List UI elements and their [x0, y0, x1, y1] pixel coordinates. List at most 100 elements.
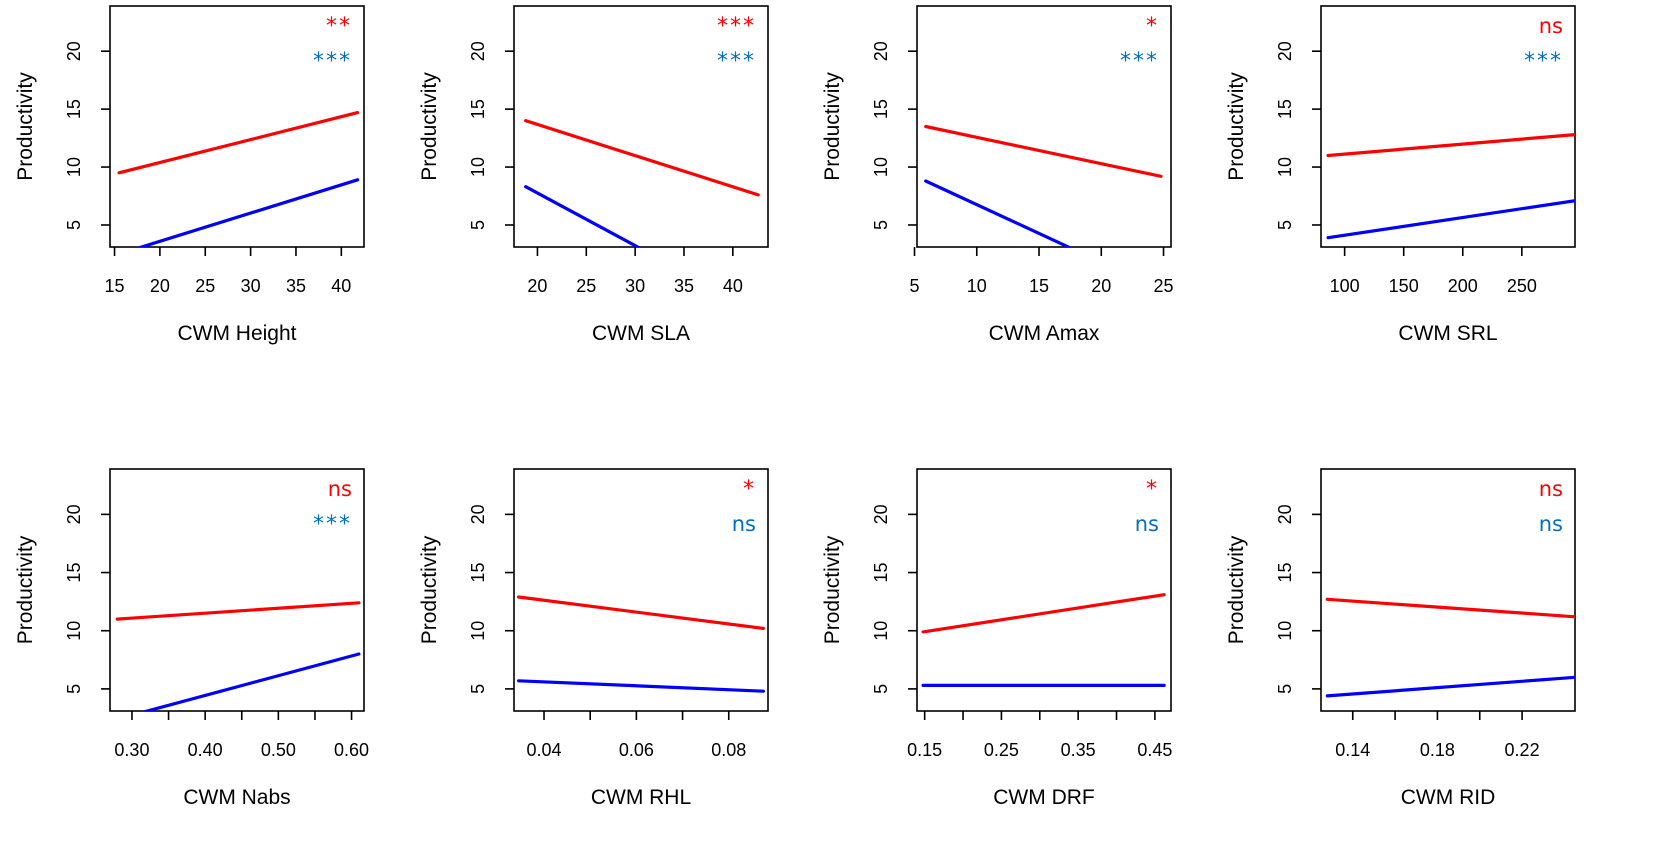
y-axis-label: Productivity [418, 72, 441, 181]
y-tick-label: 5 [468, 684, 488, 694]
series-group [1326, 133, 1575, 240]
plot-frame [1320, 468, 1576, 712]
series-group [921, 593, 1166, 688]
y-tick-label: 5 [871, 220, 891, 230]
red-significance-label: * [1146, 477, 1159, 502]
y-tick-label: 10 [468, 157, 488, 177]
x-tick-label: 0.25 [984, 740, 1019, 760]
x-tick-label: 150 [1389, 276, 1419, 296]
x-axis-label: CWM Height [177, 322, 296, 345]
y-axis-label: Productivity [821, 72, 844, 181]
red-significance-label: * [1146, 14, 1159, 39]
panel-2: *** *** 20 25 30 35 40 5 10 15 20 Productivity CWM S… [418, 5, 769, 345]
x-tick-label: 0.08 [711, 740, 746, 760]
blue-significance-label: *** [313, 512, 352, 537]
y-tick-label: 5 [64, 220, 84, 230]
blue-significance-label: ns [1135, 512, 1159, 536]
x-tick-label: 0.04 [526, 740, 561, 760]
red-series-line [1326, 133, 1575, 158]
x-tick-label: 20 [527, 276, 547, 296]
panel-8: ns ns 0.14 0.18 0.22 5 10 15 20 Productivity CWM R… [1225, 468, 1576, 809]
panel-7: * ns 0.15 0.25 0.35 0.45 5 10 15 20 Productivity CW… [821, 468, 1172, 809]
x-tick-label: 40 [331, 276, 351, 296]
x-tick-label: 15 [105, 276, 125, 296]
y-tick-label: 10 [64, 157, 84, 177]
y-tick-label: 15 [468, 99, 488, 119]
y-tick-label: 20 [468, 41, 488, 61]
y-tick-label: 20 [1275, 504, 1295, 524]
x-tick-label: 25 [576, 276, 596, 296]
red-series-line [921, 593, 1166, 634]
red-significance-label: ns [328, 477, 352, 501]
panel-1: *****15 20 25 30 35 405101520ProductivityCWM … [14, 5, 365, 345]
series-group [1325, 597, 1575, 698]
panel-5: ns *** 0.30 0.40 0.50 0.60 5 10 15 20 Productivity… [14, 468, 369, 809]
red-series-line [524, 119, 760, 197]
y-tick-label: 10 [1275, 157, 1295, 177]
y-axis-label: Productivity [14, 72, 37, 181]
y-tick-label: 15 [871, 563, 891, 583]
x-tick-label: 40 [723, 276, 743, 296]
y-axis-label: Productivity [821, 535, 844, 644]
x-tick-label: 250 [1507, 276, 1537, 296]
x-tick-label: 10 [967, 276, 987, 296]
red-series-line [924, 124, 1163, 178]
x-tick-label: 0.50 [261, 740, 296, 760]
y-tick-label: 20 [64, 504, 84, 524]
series-group [924, 124, 1163, 247]
x-axis-label: CWM SLA [592, 322, 690, 345]
x-axis-label: CWM SRL [1398, 322, 1497, 345]
x-axis-label: CWM Nabs [183, 786, 290, 809]
blue-significance-label: *** [717, 49, 756, 74]
x-tick-label: 20 [150, 276, 170, 296]
x-tick-label: 20 [1091, 276, 1111, 296]
y-tick-label: 15 [1275, 563, 1295, 583]
y-tick-label: 20 [1275, 41, 1295, 61]
x-tick-label: 0.35 [1061, 740, 1096, 760]
panel-4: ns *** 100 150 200 250 5 10 15 20 Productivity CWM … [1225, 5, 1576, 345]
y-tick-label: 10 [1275, 621, 1295, 641]
red-series-line [115, 601, 361, 621]
red-significance-label: *** [717, 14, 756, 39]
blue-series-line [924, 179, 1073, 247]
blue-significance-label: *** [1120, 49, 1159, 74]
y-tick-label: 20 [468, 504, 488, 524]
series-group [524, 119, 760, 247]
x-tick-label: 30 [241, 276, 261, 296]
y-tick-label: 5 [1275, 684, 1295, 694]
blue-significance-label: ns [1539, 512, 1563, 536]
x-tick-label: 35 [674, 276, 694, 296]
series-group [117, 110, 360, 247]
y-axis-label: Productivity [418, 535, 441, 644]
blue-series-line [136, 178, 360, 247]
red-significance-label: ns [1539, 14, 1563, 38]
red-significance-label: ns [1539, 477, 1563, 501]
y-tick-label: 5 [1275, 220, 1295, 230]
x-tick-label: 25 [1154, 276, 1174, 296]
y-tick-label: 15 [468, 563, 488, 583]
blue-significance-label: *** [1524, 49, 1563, 74]
x-tick-label: 35 [286, 276, 306, 296]
y-tick-label: 5 [468, 220, 488, 230]
y-tick-label: 15 [871, 99, 891, 119]
y-tick-label: 5 [871, 684, 891, 694]
y-tick-label: 10 [871, 157, 891, 177]
blue-series-line [141, 652, 361, 711]
plot-frame [916, 5, 1172, 248]
plot-frame [513, 5, 769, 248]
x-tick-label: 0.30 [114, 740, 149, 760]
blue-series-line [516, 679, 766, 693]
x-tick-label: 0.45 [1137, 740, 1172, 760]
y-axis-label: Productivity [1225, 72, 1248, 181]
x-tick-label: 200 [1448, 276, 1478, 296]
series-group [115, 601, 361, 711]
blue-series-line [524, 185, 642, 247]
y-axis-label: Productivity [14, 535, 37, 644]
x-tick-label: 0.06 [619, 740, 654, 760]
x-tick-label: 0.22 [1505, 740, 1540, 760]
x-tick-label: 0.15 [907, 740, 942, 760]
x-tick-label: 15 [1029, 276, 1049, 296]
y-tick-label: 15 [1275, 99, 1295, 119]
